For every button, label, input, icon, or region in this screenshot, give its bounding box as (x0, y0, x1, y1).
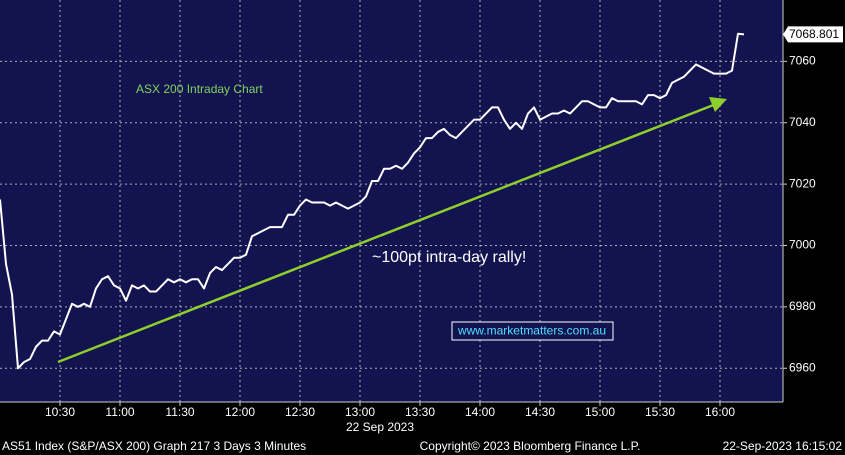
x-tick-label: 11:30 (165, 405, 194, 419)
y-tick-label: 7000 (789, 238, 816, 252)
last-price-box (783, 26, 843, 43)
x-tick-label: 14:30 (525, 405, 555, 419)
x-tick-label: 15:00 (585, 405, 615, 419)
y-tick-label: 6980 (789, 299, 816, 313)
trend-arrow (57, 97, 727, 364)
footer-bar (0, 438, 845, 455)
footer-right: 22-Sep-2023 16:15:02 (723, 439, 843, 453)
x-tick-label: 15:30 (645, 405, 675, 419)
footer-center: Copyright© 2023 Bloomberg Finance L.P. (420, 439, 641, 453)
price-line (0, 32, 745, 370)
x-tick-label: 13:00 (345, 405, 375, 419)
x-tick-label: 12:00 (225, 405, 255, 419)
x-tick-label: 10:30 (45, 405, 75, 419)
watermark: www.marketmatters.com.au (457, 324, 606, 338)
x-tick-label: 13:30 (405, 405, 435, 419)
x-tick-label: 16:00 (705, 405, 735, 419)
plot-area (0, 0, 783, 402)
y-tick-label: 7060 (789, 54, 816, 68)
date-label: 22 Sep 2023 (346, 420, 414, 434)
arrow-shaft (57, 102, 717, 364)
watermark-box (451, 321, 614, 341)
footer-left: AS51 Index (S&P/ASX 200) Graph 217 3 Day… (2, 439, 306, 453)
annotation: ~100pt intra-day rally! (372, 249, 526, 266)
last-price-label: 7068.801 (789, 27, 839, 41)
x-tick-label: 12:30 (285, 405, 315, 419)
y-tick-label: 7020 (789, 176, 816, 190)
grid (0, 0, 783, 402)
chart-title: ASX 200 Intraday Chart (136, 82, 263, 96)
x-tick-label: 11:00 (105, 405, 134, 419)
y-tick-label: 7040 (789, 115, 816, 129)
arrow-head (709, 97, 727, 112)
y-tick-label: 6960 (789, 360, 816, 374)
x-tick-label: 14:00 (465, 405, 495, 419)
